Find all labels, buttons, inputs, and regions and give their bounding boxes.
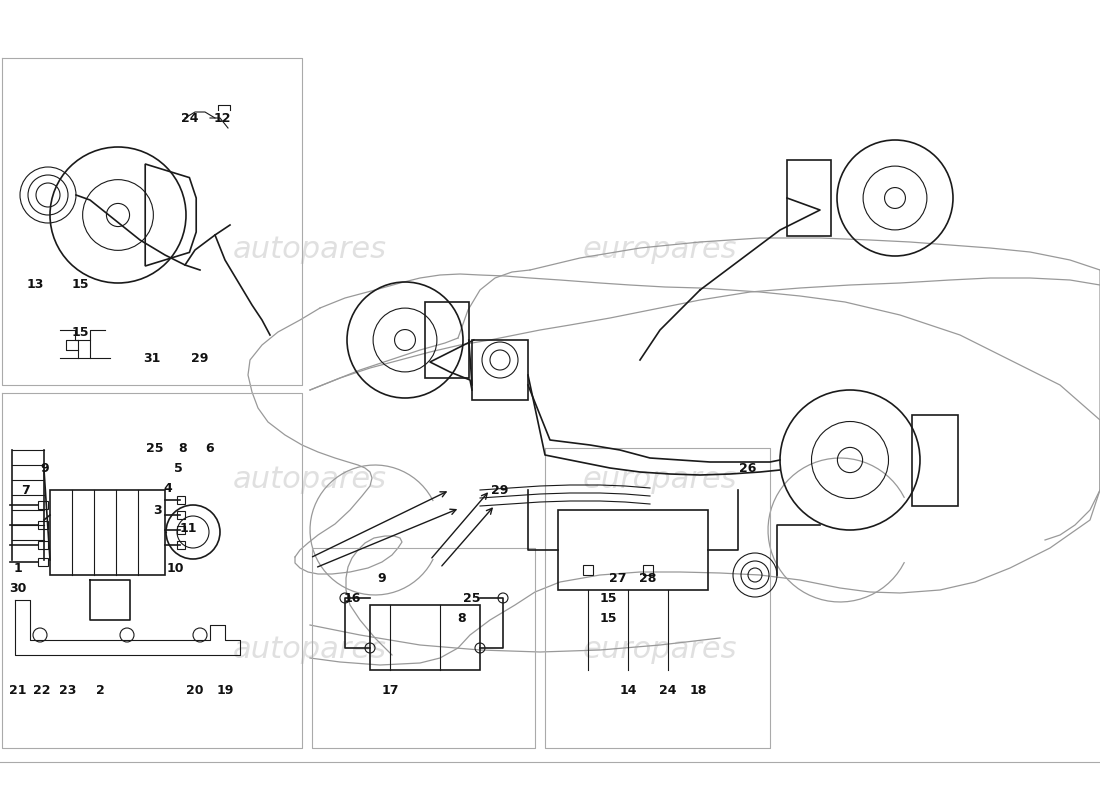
Bar: [912, 414, 957, 506]
Text: 24: 24: [659, 683, 676, 697]
Bar: [177, 496, 185, 504]
Text: 26: 26: [739, 462, 757, 474]
Text: 6: 6: [206, 442, 214, 454]
Text: 16: 16: [343, 591, 361, 605]
Bar: [177, 511, 185, 519]
Bar: [472, 340, 528, 400]
Bar: [39, 541, 48, 549]
Text: europares: europares: [583, 635, 737, 665]
Text: autopares: autopares: [233, 635, 387, 665]
Text: 11: 11: [179, 522, 197, 534]
Text: 29: 29: [492, 483, 508, 497]
Text: 25: 25: [463, 591, 481, 605]
Bar: [39, 501, 48, 509]
Text: europares: europares: [583, 235, 737, 265]
Text: 15: 15: [600, 611, 617, 625]
Text: 15: 15: [600, 591, 617, 605]
Text: 31: 31: [143, 351, 161, 365]
Text: 13: 13: [26, 278, 44, 291]
Text: 17: 17: [382, 683, 398, 697]
Text: 12: 12: [213, 111, 231, 125]
Text: 18: 18: [690, 683, 706, 697]
Text: 28: 28: [639, 571, 657, 585]
Text: 15: 15: [72, 278, 89, 291]
Text: 10: 10: [166, 562, 184, 574]
Bar: [177, 541, 185, 549]
Text: autopares: autopares: [233, 466, 387, 494]
Text: 9: 9: [41, 462, 50, 474]
Text: 21: 21: [9, 683, 26, 697]
Text: 20: 20: [186, 683, 204, 697]
Text: europares: europares: [583, 466, 737, 494]
Bar: [583, 565, 593, 575]
Bar: [50, 490, 165, 575]
Bar: [644, 565, 653, 575]
Text: 25: 25: [146, 442, 164, 454]
Text: 14: 14: [619, 683, 637, 697]
Text: 7: 7: [21, 483, 30, 497]
Text: 5: 5: [174, 462, 183, 474]
Text: 23: 23: [59, 683, 77, 697]
Text: 8: 8: [178, 442, 187, 454]
Text: 3: 3: [154, 503, 163, 517]
Bar: [786, 160, 830, 236]
Text: autopares: autopares: [233, 235, 387, 265]
Text: 9: 9: [377, 571, 386, 585]
Bar: [558, 510, 708, 590]
Text: 8: 8: [458, 611, 466, 625]
Text: 29: 29: [191, 351, 209, 365]
Text: 2: 2: [96, 683, 104, 697]
Text: 27: 27: [609, 571, 627, 585]
Text: 24: 24: [182, 111, 199, 125]
Bar: [39, 521, 48, 529]
Text: 22: 22: [33, 683, 51, 697]
Bar: [370, 605, 480, 670]
Text: 4: 4: [164, 482, 173, 494]
Text: 30: 30: [9, 582, 26, 594]
Text: 19: 19: [217, 683, 233, 697]
Bar: [177, 526, 185, 534]
Bar: [39, 558, 48, 566]
Text: 15: 15: [72, 326, 89, 338]
Bar: [426, 302, 469, 378]
Text: 1: 1: [13, 562, 22, 574]
